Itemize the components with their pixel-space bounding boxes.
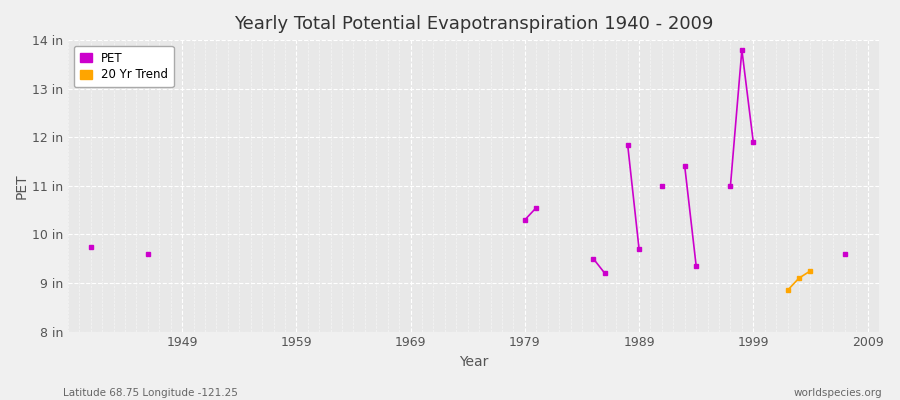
Text: Latitude 68.75 Longitude -121.25: Latitude 68.75 Longitude -121.25 <box>63 388 238 398</box>
Y-axis label: PET: PET <box>15 173 29 199</box>
X-axis label: Year: Year <box>459 355 488 369</box>
Title: Yearly Total Potential Evapotranspiration 1940 - 2009: Yearly Total Potential Evapotranspiratio… <box>234 15 713 33</box>
Legend: PET, 20 Yr Trend: PET, 20 Yr Trend <box>74 46 174 87</box>
Text: worldspecies.org: worldspecies.org <box>794 388 882 398</box>
